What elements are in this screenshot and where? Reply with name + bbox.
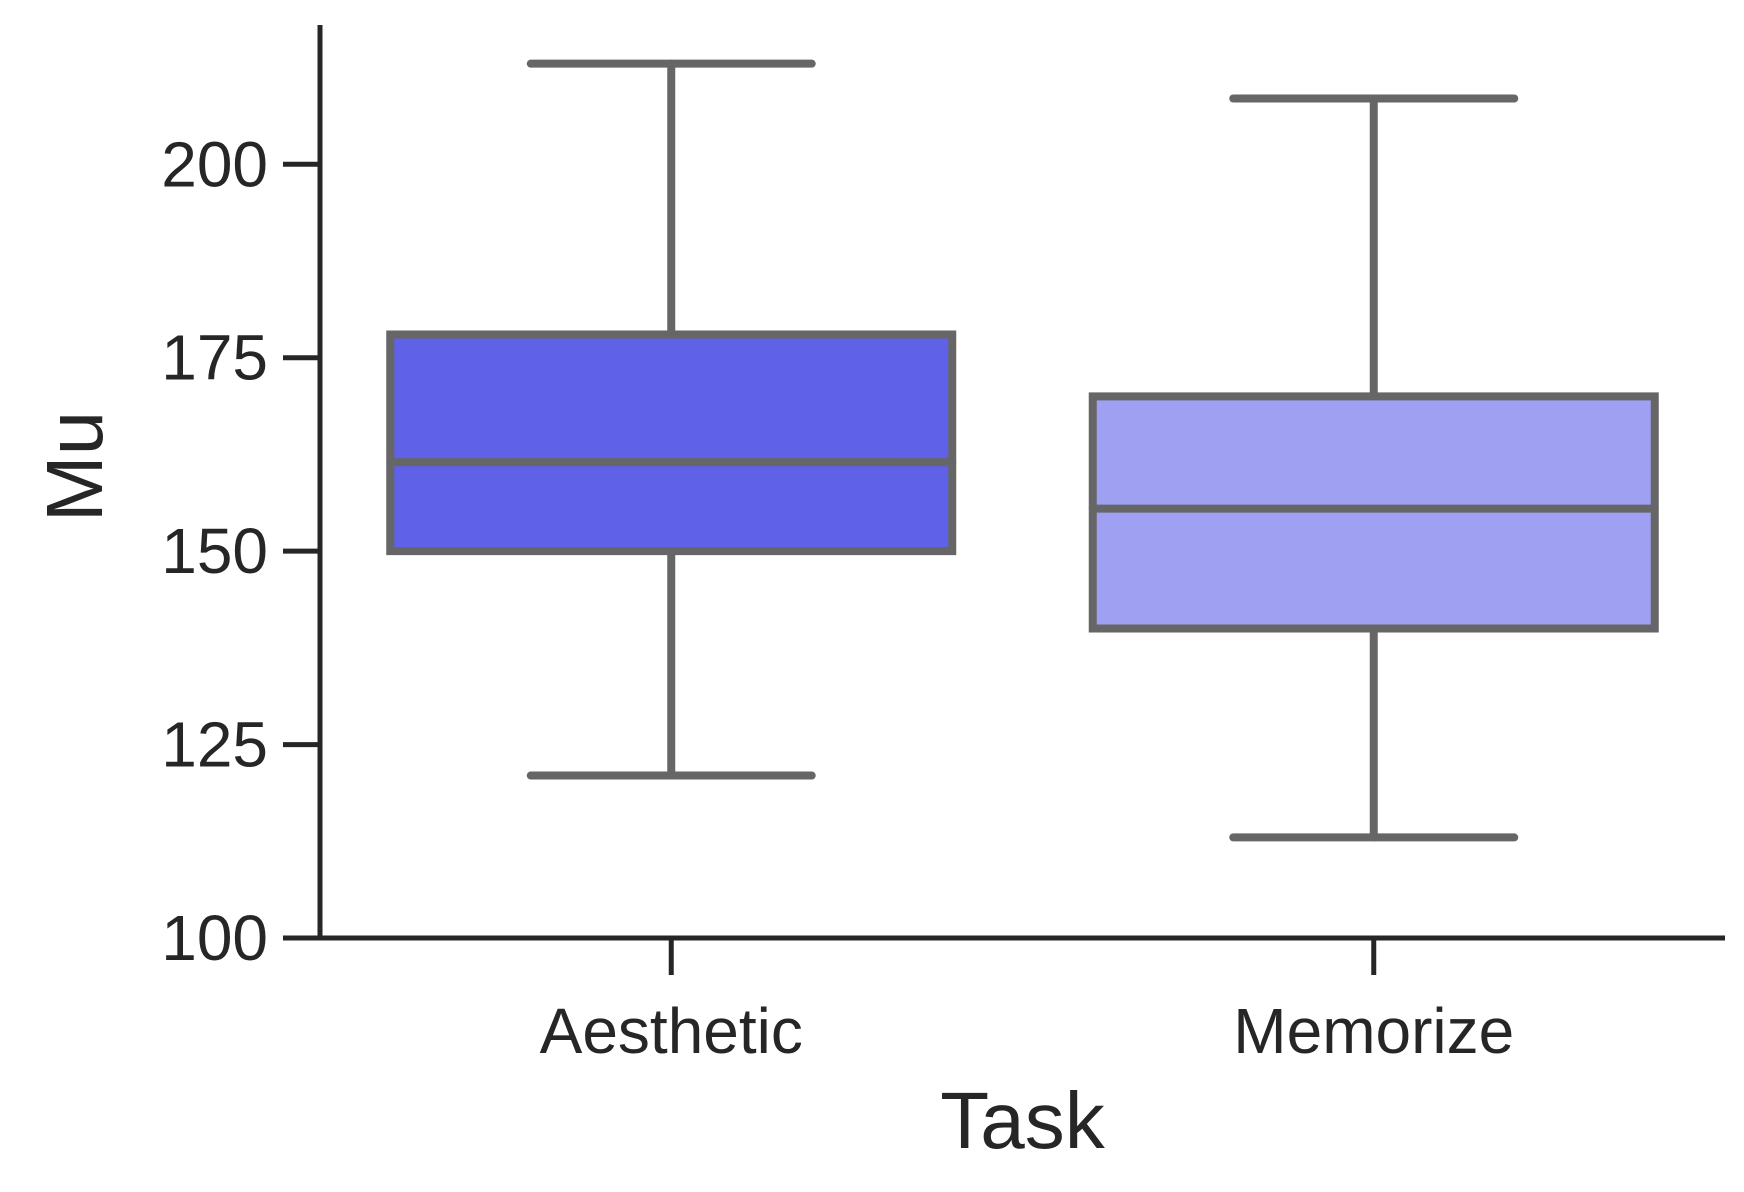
box-aesthetic [386,330,957,556]
y-tick-label-200: 200 [161,128,268,200]
x-tick-label-memorize: Memorize [1233,995,1514,1067]
x-tick-label-aesthetic: Aesthetic [540,995,803,1067]
box-group-aesthetic [386,59,957,780]
y-tick-label-125: 125 [161,709,268,781]
y-tick-label-150: 150 [161,515,268,587]
x-axis-title: Task [940,1076,1105,1165]
box-group-memorize [1088,94,1659,842]
axes-layer: 100 125 150 175 200 Aesthetic Memorize [161,25,1725,1067]
y-axis-title: Mu [30,411,119,522]
boxes-layer [386,59,1659,842]
y-tick-label-100: 100 [161,902,268,974]
y-tick-label-175: 175 [161,322,268,394]
labels-layer: Task Mu [30,411,1106,1165]
